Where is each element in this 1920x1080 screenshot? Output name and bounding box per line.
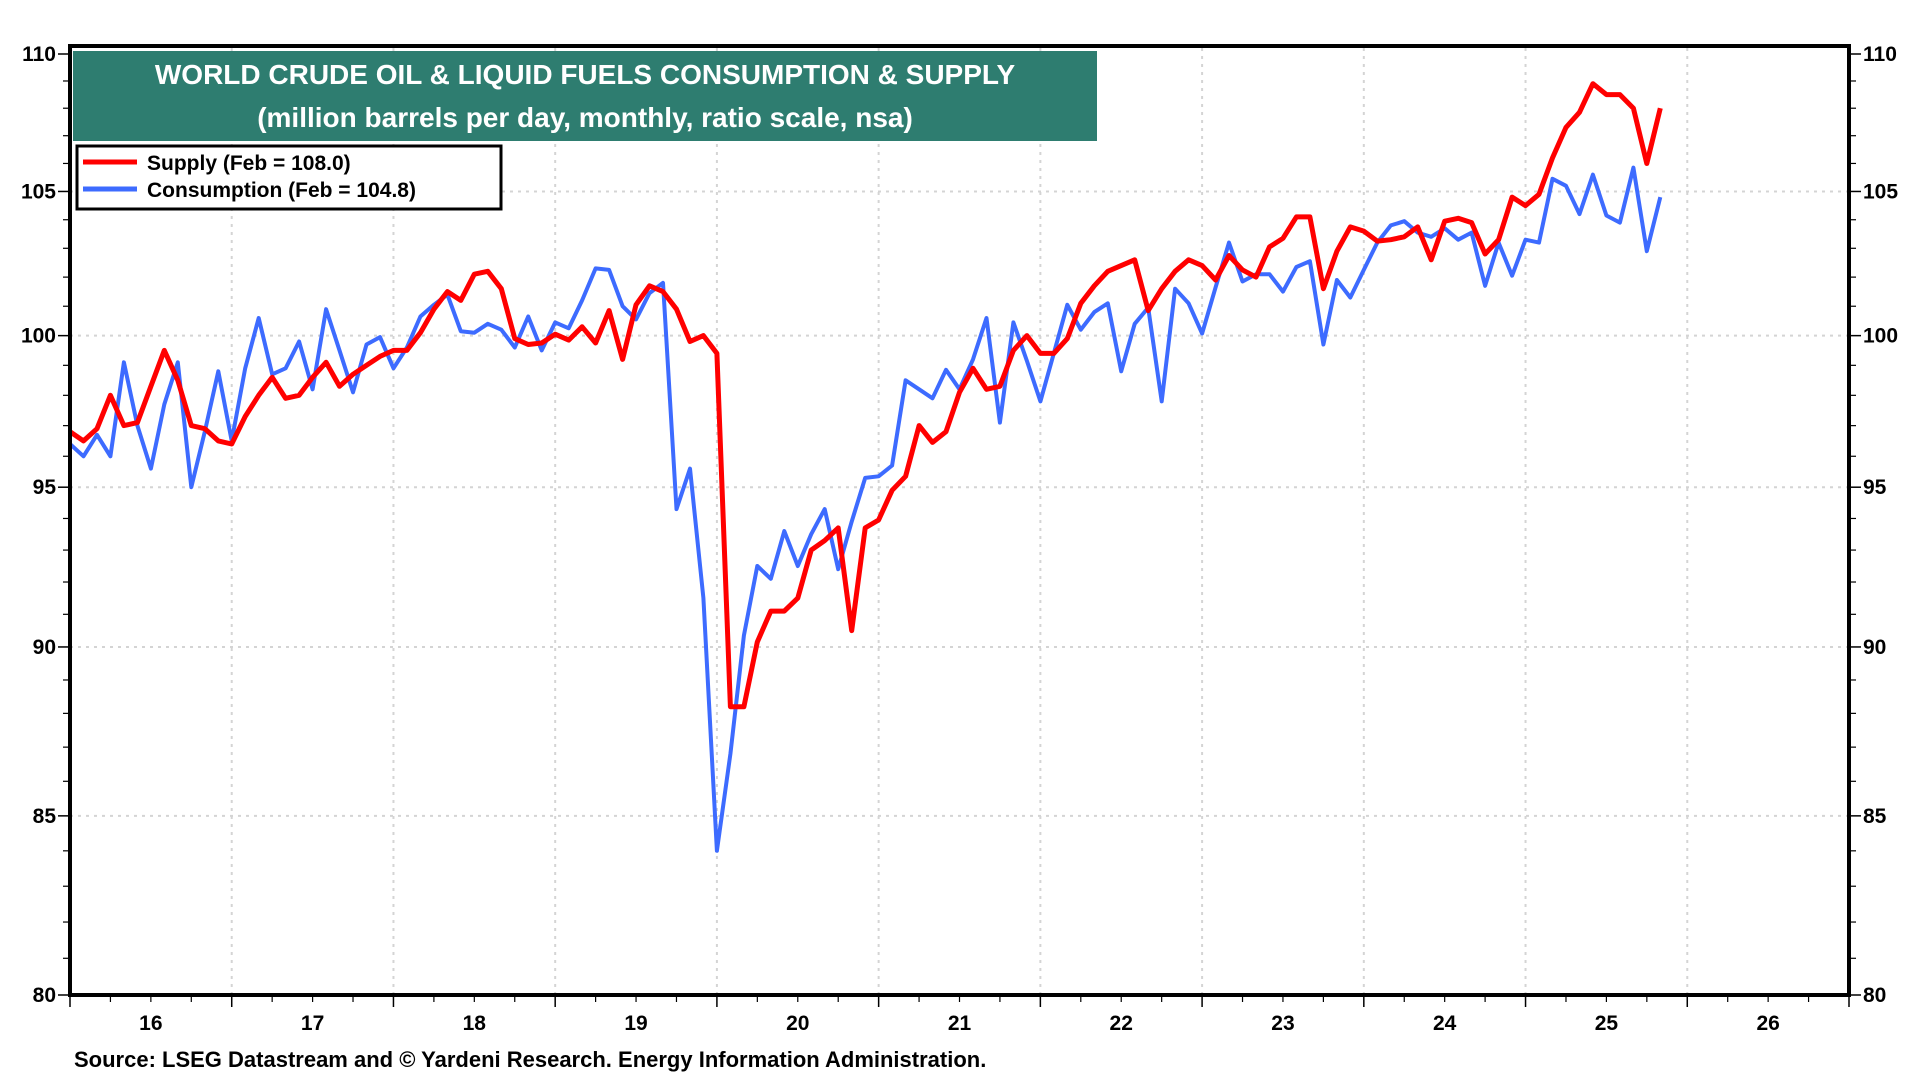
series-lines: [68, 81, 1663, 853]
y-tick-label-left: 85: [33, 805, 57, 828]
y-tick-label-right: 105: [1863, 180, 1898, 203]
chart-subtitle: (million barrels per day, monthly, ratio…: [257, 102, 913, 133]
y-tick-label-right: 90: [1863, 636, 1886, 659]
y-tick-label-right: 80: [1863, 984, 1886, 1007]
x-tick-label: 23: [1271, 1012, 1294, 1035]
series-line-supply: [68, 81, 1663, 710]
chart-title: WORLD CRUDE OIL & LIQUID FUELS CONSUMPTI…: [155, 59, 1016, 90]
y-tick-label-right: 85: [1863, 805, 1887, 828]
y-tick-label-left: 90: [33, 636, 56, 659]
y-tick-label-left: 80: [33, 984, 56, 1007]
title-background: [73, 51, 1097, 141]
legend: Supply (Feb = 108.0) Consumption (Feb = …: [75, 144, 503, 211]
x-tick-label: 17: [301, 1012, 324, 1035]
x-tick-label: 25: [1595, 1012, 1619, 1035]
legend-label-supply: Supply (Feb = 108.0): [147, 152, 351, 175]
x-tick-label: 20: [786, 1012, 809, 1035]
y-tick-label-right: 95: [1863, 476, 1887, 499]
x-tick-label: 24: [1433, 1012, 1457, 1035]
y-axis-left: 80 85 90 95 100 105 110: [21, 43, 56, 1007]
y-tick-label-right: 110: [1863, 43, 1897, 66]
series-line-consumption: [68, 165, 1663, 853]
y-tick-label-left: 110: [22, 43, 56, 66]
x-tick-label: 21: [948, 1012, 972, 1035]
legend-label-consumption: Consumption (Feb = 104.8): [147, 179, 416, 202]
y-tick-label-left: 95: [33, 476, 57, 499]
x-tick-label: 22: [1110, 1012, 1133, 1035]
x-tick-label: 19: [624, 1012, 647, 1035]
x-tick-label: 26: [1756, 1012, 1779, 1035]
y-tick-label-left: 105: [21, 180, 56, 203]
title-box: WORLD CRUDE OIL & LIQUID FUELS CONSUMPTI…: [73, 51, 1097, 141]
x-axis: 16 17 18 19 20 21 22 23 24 25 26: [139, 1012, 1780, 1035]
x-tick-label: 18: [463, 1012, 487, 1035]
source-note: Source: LSEG Datastream and © Yardeni Re…: [74, 1047, 986, 1072]
x-tick-label: 16: [139, 1012, 162, 1035]
y-tick-label-left: 100: [21, 325, 56, 348]
axis-ticks: [58, 53, 1861, 1007]
legend-box: [75, 144, 503, 211]
y-axis-right: 80 85 90 95 100 105 110: [1863, 43, 1898, 1007]
y-tick-label-right: 100: [1863, 325, 1898, 348]
